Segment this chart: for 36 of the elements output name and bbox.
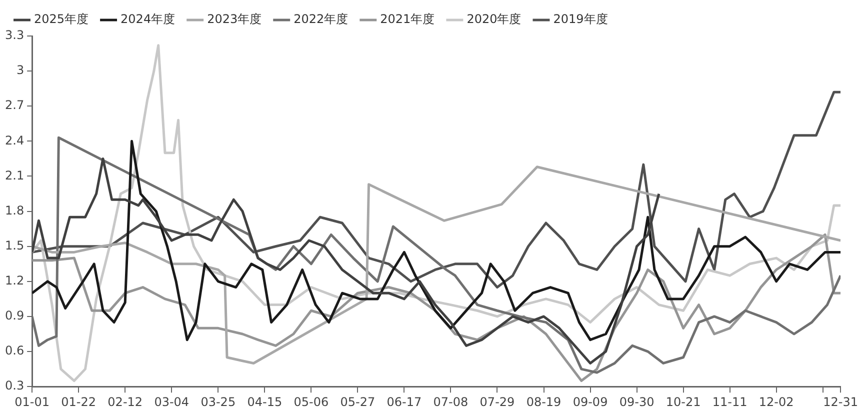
x-tick-label: 11-11	[712, 394, 748, 409]
y-tick-label: 1.8	[4, 203, 24, 218]
y-tick-label: 3.3	[4, 28, 24, 42]
x-tick-label: 10-21	[666, 394, 701, 409]
x-tick-label: 12-31	[823, 394, 858, 409]
y-tick-label: 2.4	[4, 133, 24, 148]
x-tick-label: 08-19	[526, 394, 562, 409]
x-tick-label: 06-17	[386, 394, 422, 409]
legend-label: 2021年度	[380, 12, 435, 26]
legend-label: 2023年度	[207, 12, 262, 26]
legend-label: 2022年度	[294, 12, 348, 26]
x-tick-label: 03-04	[154, 394, 190, 409]
x-tick-label: 12-02	[758, 394, 794, 409]
y-tick-label: 2.1	[4, 168, 24, 182]
legend-label: 2024年度	[120, 12, 176, 26]
y-tick-label: 0.9	[4, 308, 24, 323]
legend-label: 2025年度	[34, 12, 89, 26]
y-tick-label: 3	[16, 63, 24, 78]
x-tick-label: 02-12	[108, 394, 143, 409]
legend-label: 2020年度	[466, 12, 522, 26]
y-tick-label: 1.5	[4, 238, 24, 252]
x-tick-label: 09-30	[619, 394, 654, 409]
x-tick-label: 04-15	[247, 394, 282, 409]
x-tick-label: 05-06	[294, 394, 329, 409]
x-tick-label: 01-22	[61, 394, 96, 409]
y-tick-label: 1.2	[4, 274, 24, 288]
x-tick-label: 07-08	[433, 394, 468, 409]
y-tick-label: 0.3	[4, 378, 24, 393]
legend-label: 2019年度	[553, 12, 608, 26]
x-tick-label: 07-29	[480, 394, 515, 409]
x-tick-label: 09-09	[572, 394, 608, 409]
y-tick-label: 0.6	[4, 344, 24, 358]
y-tick-label: 2.7	[4, 98, 24, 112]
x-tick-label: 05-27	[340, 394, 376, 409]
x-tick-label: 03-25	[200, 394, 236, 409]
x-tick-label: 01-01	[14, 394, 50, 409]
